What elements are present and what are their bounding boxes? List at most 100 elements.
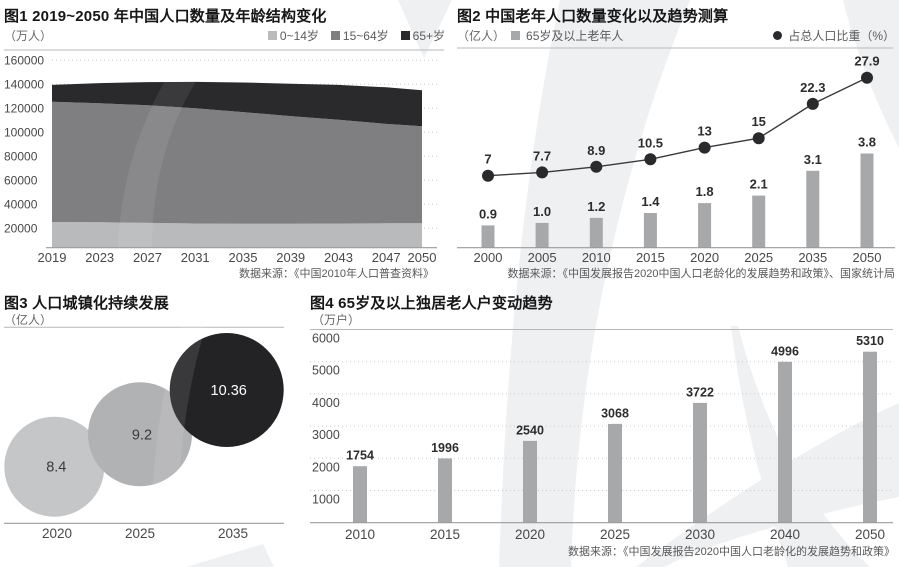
chart2-line-legend: 占总人口比重（%） xyxy=(773,27,895,44)
chart1-meta: （万人） 0~14岁 15~64岁 65+岁 xyxy=(4,27,445,44)
share-line-dot-icon xyxy=(773,31,783,40)
watermark-triangle-bottom-left xyxy=(186,544,274,567)
svg-text:2000: 2000 xyxy=(474,250,503,265)
svg-text:80000: 80000 xyxy=(4,149,38,163)
chart4-title: 图4 65岁及以上独居老人户变动趋势 xyxy=(310,295,553,312)
watermark-band-center xyxy=(499,0,690,567)
chart3-meta: （亿人） xyxy=(4,311,284,328)
age-0-14-swatch xyxy=(267,31,277,40)
chart4-source: 数据来源：《中国发展报告2020中国人口老龄化的发展趋势和政策》 xyxy=(568,546,895,558)
svg-text:27.9: 27.9 xyxy=(854,54,879,69)
svg-text:2019: 2019 xyxy=(38,250,67,265)
chart4-plot-area: 6000 5000 4000 3000 2000 1000 1754 1996 2540 3068… xyxy=(310,329,893,542)
chart1-legend: 0~14岁 15~64岁 65+岁 xyxy=(262,27,445,44)
chart3-title: 图3 人口城镇化持续发展 xyxy=(4,295,169,312)
svg-text:22.3: 22.3 xyxy=(800,80,825,95)
svg-text:2039: 2039 xyxy=(276,250,305,265)
svg-text:2010: 2010 xyxy=(582,250,611,265)
svg-text:2020: 2020 xyxy=(42,526,72,541)
svg-text:1754: 1754 xyxy=(346,449,374,463)
chart1-title: 图1 2019~2050 年中国人口数量及年龄结构变化 xyxy=(4,8,327,25)
svg-text:2020: 2020 xyxy=(515,527,545,542)
svg-text:2005: 2005 xyxy=(528,250,557,265)
svg-text:2030: 2030 xyxy=(685,527,715,542)
chart3-unit: （亿人） xyxy=(4,313,53,327)
svg-text:4000: 4000 xyxy=(312,396,340,410)
svg-text:2050: 2050 xyxy=(853,250,882,265)
age-15-64-swatch xyxy=(330,31,340,40)
svg-text:8.9: 8.9 xyxy=(587,143,605,158)
chart1-unit: （万人） xyxy=(4,29,53,43)
svg-text:2050: 2050 xyxy=(855,527,885,542)
svg-text:13: 13 xyxy=(697,124,711,139)
chart2-bar-legend: （亿人） 65岁及以上老年人 xyxy=(457,27,623,44)
svg-text:2000: 2000 xyxy=(312,460,340,474)
svg-text:1.0: 1.0 xyxy=(533,204,551,219)
legend-label-age-65-plus: 65+岁 xyxy=(412,29,445,43)
svg-text:2043: 2043 xyxy=(324,250,353,265)
svg-text:2027: 2027 xyxy=(133,250,162,265)
svg-text:2015: 2015 xyxy=(430,527,460,542)
svg-text:15: 15 xyxy=(751,114,765,129)
svg-text:140000: 140000 xyxy=(4,77,44,91)
svg-text:40000: 40000 xyxy=(4,197,38,211)
svg-text:120000: 120000 xyxy=(4,101,44,115)
svg-text:2031: 2031 xyxy=(181,250,210,265)
chart2-unit: （亿人） xyxy=(457,29,506,43)
svg-text:10.5: 10.5 xyxy=(638,135,663,150)
svg-text:20000: 20000 xyxy=(4,221,38,235)
svg-text:2023: 2023 xyxy=(85,250,114,265)
svg-text:6000: 6000 xyxy=(312,332,340,346)
watermark-triangle-top-center xyxy=(398,0,452,58)
chart2-source: 数据来源：《中国发展报告2020中国人口老龄化的发展趋势和政策》、国家统计局 xyxy=(507,268,895,280)
svg-text:2040: 2040 xyxy=(770,527,800,542)
svg-text:1.4: 1.4 xyxy=(641,194,660,209)
svg-text:100000: 100000 xyxy=(4,125,44,139)
svg-text:2025: 2025 xyxy=(125,526,155,541)
svg-text:5310: 5310 xyxy=(856,334,884,348)
legend-label-age-15-64: 15~64岁 xyxy=(342,29,389,43)
chart2-line-legend-label: 占总人口比重（%） xyxy=(788,29,895,43)
svg-text:8.4: 8.4 xyxy=(46,460,66,476)
chart4-meta: （万户） xyxy=(312,311,592,328)
svg-text:9.2: 9.2 xyxy=(132,427,152,443)
svg-text:1.2: 1.2 xyxy=(587,199,605,214)
svg-text:0.9: 0.9 xyxy=(479,206,497,221)
svg-text:7: 7 xyxy=(484,152,491,167)
legend-item-age-0-14: 0~14岁 xyxy=(267,27,319,44)
chart4-unit: （万户） xyxy=(312,313,361,327)
svg-text:7.7: 7.7 xyxy=(533,148,551,163)
legend-label-age-0-14: 0~14岁 xyxy=(279,29,319,43)
svg-text:60000: 60000 xyxy=(4,173,38,187)
svg-text:3722: 3722 xyxy=(686,385,714,399)
chart3-plot-area: 8.4 9.2 10.36 2020 2025 2035 xyxy=(4,326,284,562)
svg-text:1996: 1996 xyxy=(431,441,459,455)
svg-text:10.36: 10.36 xyxy=(211,383,247,399)
svg-text:5000: 5000 xyxy=(312,364,340,378)
svg-text:160000: 160000 xyxy=(4,53,44,67)
svg-text:1000: 1000 xyxy=(312,493,340,507)
chart2-title: 图2 中国老年人口数量变化以及趋势测算 xyxy=(457,8,729,25)
svg-text:3000: 3000 xyxy=(312,428,340,442)
legend-item-age-65-plus: 65+岁 xyxy=(400,27,445,44)
svg-text:2020: 2020 xyxy=(690,250,719,265)
svg-text:2015: 2015 xyxy=(636,250,665,265)
svg-text:2.1: 2.1 xyxy=(750,177,768,192)
svg-text:3.8: 3.8 xyxy=(858,135,876,150)
age-65-plus-swatch xyxy=(400,31,410,40)
svg-text:2025: 2025 xyxy=(600,527,630,542)
svg-text:2035: 2035 xyxy=(798,250,827,265)
chart2-plot-area: 0.9 1.0 1.2 1.4 1.8 2.1 3.1 3.8 7 7.7 8.9 10.5 13 15 2… xyxy=(457,47,895,265)
chart2-meta: （亿人） 65岁及以上老年人 占总人口比重（%） xyxy=(457,27,895,44)
svg-text:2010: 2010 xyxy=(345,527,375,542)
svg-text:2035: 2035 xyxy=(229,250,258,265)
svg-text:2540: 2540 xyxy=(516,423,544,437)
svg-text:2047: 2047 xyxy=(372,250,401,265)
svg-text:3.1: 3.1 xyxy=(804,152,822,167)
chart1-source: 数据来源：《中国2010年人口普查资料》 xyxy=(239,268,434,280)
